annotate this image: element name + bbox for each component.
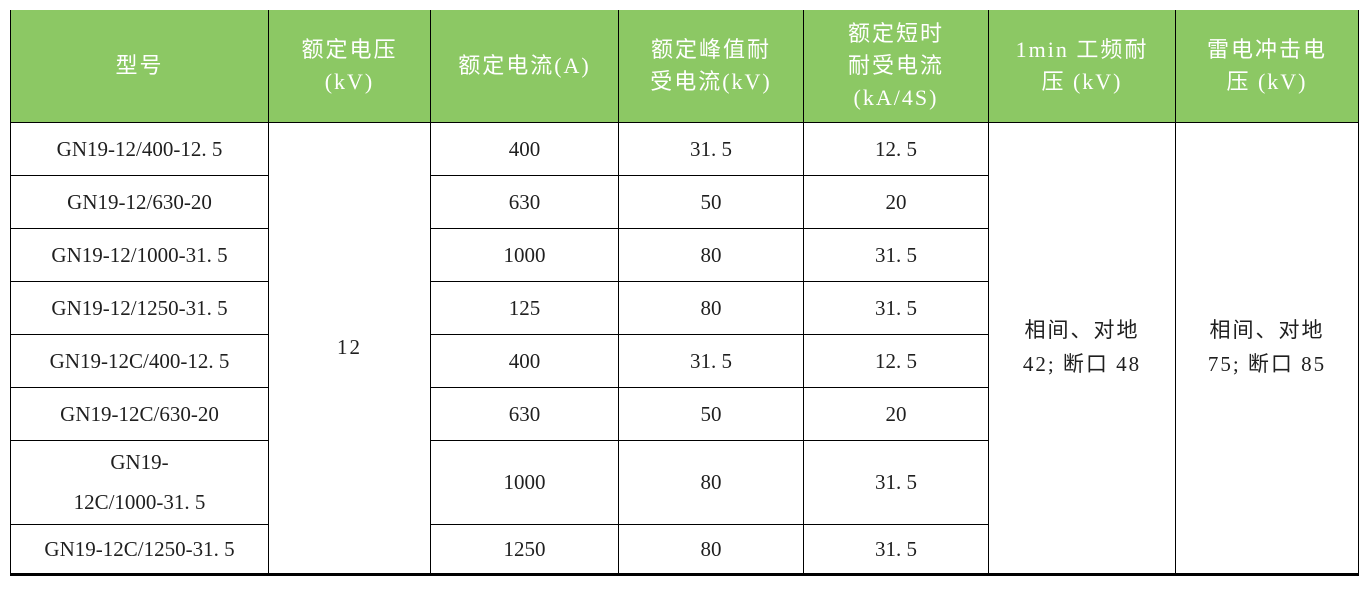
cell-model: GN19-12C/1250-31. 5 [10,524,269,575]
table-row: GN19- 12C/1000-31. 5 1000 80 31. 5 [10,440,1359,525]
table-row: GN19-12C/400-12. 5 400 31. 5 12. 5 [10,334,1359,388]
cell-peak-withstand: 80 [618,524,804,575]
cell-short-time-withstand: 12. 5 [803,122,989,176]
header-rated-voltage: 额定电压 (kV) [268,10,431,123]
cell-model: GN19-12/1250-31. 5 [10,281,269,335]
header-short-time-withstand-current: 额定短时 耐受电流 (kA/4S) [803,10,989,123]
header-model: 型号 [10,10,269,123]
table-row: GN19-12C/630-20 630 50 20 [10,387,1359,441]
cell-short-time-withstand: 31. 5 [803,228,989,282]
cell-model: GN19-12/630-20 [10,175,269,229]
cell-model: GN19- 12C/1000-31. 5 [10,440,269,525]
cell-rated-current: 1000 [430,440,619,525]
cell-peak-withstand: 31. 5 [618,334,804,388]
cell-short-time-withstand: 31. 5 [803,281,989,335]
cell-rated-current: 630 [430,175,619,229]
cell-rated-current: 400 [430,122,619,176]
header-rated-current: 额定电流(A) [430,10,619,123]
table-header: 型号 额定电压 (kV) 额定电流(A) 额定峰值耐 受电流(kV) 额定短时 … [10,10,1359,123]
cell-lightning-impulse-merged: 相间、对地 75; 断口 85 [1175,122,1359,575]
cell-rated-voltage-merged: 12 [268,122,431,575]
cell-peak-withstand: 80 [618,228,804,282]
cell-model: GN19-12/1000-31. 5 [10,228,269,282]
header-lightning-impulse-voltage: 雷电冲击电 压 (kV) [1175,10,1359,123]
cell-rated-current: 125 [430,281,619,335]
table-row: GN19-12C/1250-31. 5 1250 80 31. 5 [10,524,1359,575]
table-row: GN19-12/1250-31. 5 125 80 31. 5 [10,281,1359,335]
cell-rated-current: 630 [430,387,619,441]
header-power-frequency-withstand-voltage: 1min 工频耐 压 (kV) [988,10,1176,123]
spec-table: 型号 额定电压 (kV) 额定电流(A) 额定峰值耐 受电流(kV) 额定短时 … [10,10,1359,576]
cell-model: GN19-12C/630-20 [10,387,269,441]
cell-short-time-withstand: 20 [803,175,989,229]
cell-rated-current: 400 [430,334,619,388]
table-body: GN19-12/400-12. 5 12 400 31. 5 12. 5 相间、… [10,122,1359,575]
cell-peak-withstand: 80 [618,440,804,525]
cell-power-frequency-merged: 相间、对地 42; 断口 48 [988,122,1176,575]
cell-peak-withstand: 31. 5 [618,122,804,176]
cell-model: GN19-12/400-12. 5 [10,122,269,176]
cell-short-time-withstand: 31. 5 [803,440,989,525]
table-row: GN19-12/400-12. 5 12 400 31. 5 12. 5 相间、… [10,122,1359,575]
cell-peak-withstand: 50 [618,387,804,441]
cell-short-time-withstand: 31. 5 [803,524,989,575]
header-row: 型号 额定电压 (kV) 额定电流(A) 额定峰值耐 受电流(kV) 额定短时 … [10,10,1359,123]
table-row: GN19-12/630-20 630 50 20 [10,175,1359,229]
cell-short-time-withstand: 20 [803,387,989,441]
cell-rated-current: 1000 [430,228,619,282]
cell-rated-current: 1250 [430,524,619,575]
cell-model: GN19-12C/400-12. 5 [10,334,269,388]
header-peak-withstand-current: 额定峰值耐 受电流(kV) [618,10,804,123]
cell-peak-withstand: 50 [618,175,804,229]
cell-peak-withstand: 80 [618,281,804,335]
table-row: GN19-12/1000-31. 5 1000 80 31. 5 [10,228,1359,282]
cell-short-time-withstand: 12. 5 [803,334,989,388]
